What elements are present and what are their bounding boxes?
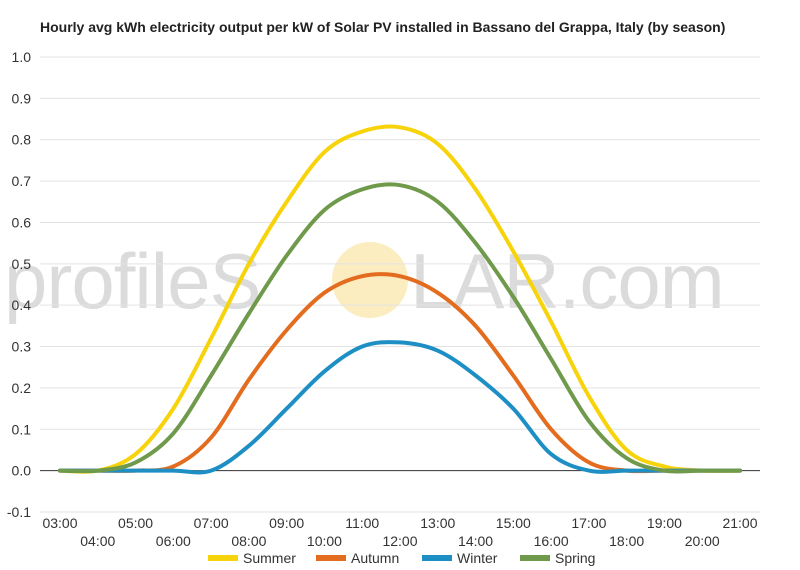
legend-label-spring: Spring: [555, 550, 595, 566]
legend-label-winter: Winter: [457, 550, 498, 566]
series-lines: [58, 124, 742, 475]
series-line-summer: [58, 124, 742, 474]
x-tick-label: 13:00: [420, 515, 455, 531]
x-tick-label: 12:00: [382, 533, 417, 549]
x-axis-ticks: 03:0004:0005:0006:0007:0008:0009:0010:00…: [42, 515, 757, 549]
x-tick-label: 14:00: [458, 533, 493, 549]
y-tick-label: 0.4: [12, 297, 32, 313]
legend-label-autumn: Autumn: [351, 550, 399, 566]
y-tick-label: 0.1: [12, 421, 32, 437]
x-tick-label: 16:00: [534, 533, 569, 549]
x-tick-label: 11:00: [345, 515, 379, 531]
x-tick-label: 18:00: [609, 533, 644, 549]
series-line-winter: [58, 340, 742, 475]
x-tick-label: 06:00: [156, 533, 191, 549]
x-tick-label: 07:00: [194, 515, 229, 531]
legend-swatch-summer: [208, 555, 238, 561]
x-tick-label: 17:00: [571, 515, 606, 531]
legend-swatch-spring: [520, 555, 550, 561]
chart-title: Hourly avg kWh electricity output per kW…: [40, 19, 726, 35]
x-tick-label: 03:00: [42, 515, 77, 531]
y-tick-label: 0.6: [12, 214, 32, 230]
x-tick-label: 09:00: [269, 515, 304, 531]
x-tick-label: 21:00: [722, 515, 757, 531]
y-tick-label: 0.2: [12, 380, 32, 396]
x-tick-label: 19:00: [647, 515, 682, 531]
series-line-autumn: [58, 272, 742, 474]
series-line-spring: [58, 182, 742, 474]
y-tick-label: 1.0: [12, 49, 32, 65]
x-tick-label: 20:00: [685, 533, 720, 549]
y-axis-ticks: -0.1 0.0 0.1 0.2 0.3 0.4 0.5 0.6 0.7 0.8 0.9 1.0: [7, 49, 31, 520]
y-tick-label: 0.5: [12, 256, 32, 272]
y-tick-label: -0.1: [7, 504, 31, 520]
legend-swatch-autumn: [316, 555, 346, 561]
y-tick-label: 0.8: [12, 132, 32, 148]
watermark-text-left: profileS: [4, 237, 260, 325]
y-tick-label: 0.3: [12, 339, 32, 355]
legend-swatch-winter: [422, 555, 452, 561]
legend-label-summer: Summer: [243, 550, 296, 566]
watermark-sun-icon: [332, 242, 408, 318]
x-tick-label: 15:00: [496, 515, 531, 531]
x-tick-label: 08:00: [231, 533, 266, 549]
x-tick-label: 05:00: [118, 515, 153, 531]
y-tick-label: 0.9: [12, 90, 32, 106]
chart-legend: Summer Autumn Winter Spring: [208, 550, 595, 566]
y-tick-label: 0.0: [12, 463, 32, 479]
x-tick-label: 10:00: [307, 533, 342, 549]
x-tick-label: 04:00: [80, 533, 115, 549]
y-tick-label: 0.7: [12, 173, 32, 189]
